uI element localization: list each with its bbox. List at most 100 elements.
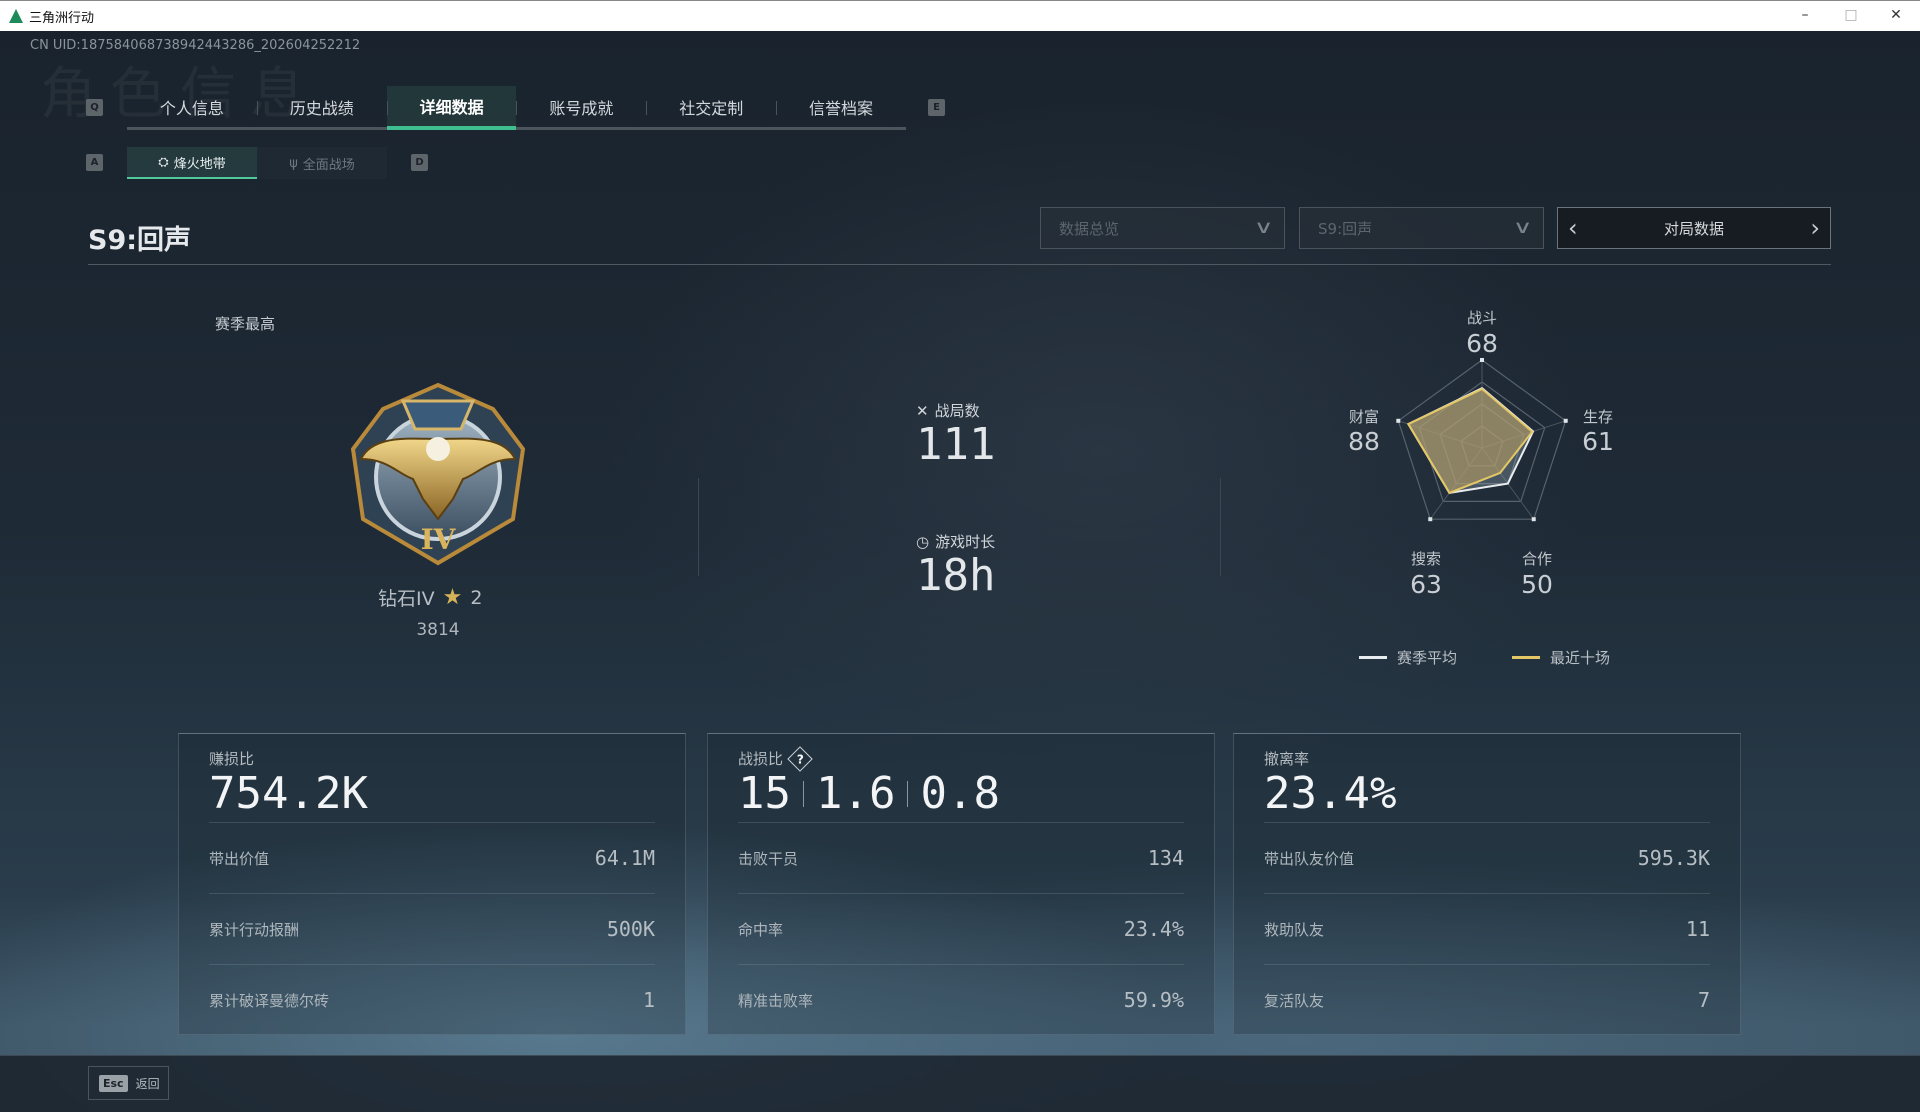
card-label-text: 赚损比 bbox=[209, 750, 255, 768]
season-title: S9:回声 bbox=[88, 225, 192, 256]
dropdown-value: 数据总览 bbox=[1059, 219, 1120, 238]
page-watermark: 角色信息 bbox=[40, 62, 320, 127]
rank-name: 钻石IV bbox=[378, 588, 435, 610]
battlefield-icon: ψ bbox=[289, 155, 298, 171]
tab-social[interactable]: 社交定制 bbox=[646, 86, 776, 127]
stat-value: 1 bbox=[642, 988, 655, 1012]
radar-value-label: 88 bbox=[1348, 427, 1380, 456]
playtime-value: 18h bbox=[916, 550, 996, 601]
radar-value-label: 68 bbox=[1466, 329, 1498, 358]
star-icon: ★ bbox=[442, 585, 463, 610]
legend-swatch bbox=[1512, 656, 1540, 659]
radar-axis-label: 搜索 bbox=[1410, 550, 1441, 568]
card-label: 赚损比 bbox=[209, 748, 254, 769]
stat-value: 500K bbox=[606, 917, 655, 941]
radar-vertex-marker bbox=[1563, 418, 1568, 423]
mode-label: 全面战场 bbox=[302, 157, 355, 173]
esc-key-hint: Esc bbox=[99, 1074, 128, 1092]
legend-recent-ten: 最近十场 bbox=[1512, 647, 1610, 668]
clock-icon: ◷ bbox=[916, 532, 930, 551]
radar-value-label: 61 bbox=[1582, 427, 1614, 456]
tab-achievements[interactable]: 账号成就 bbox=[516, 86, 646, 127]
stat-label: 救助队友 bbox=[1264, 920, 1325, 939]
matches-label-text: 战局数 bbox=[934, 402, 980, 420]
key-hint-e[interactable]: E bbox=[928, 99, 945, 116]
key-hint-a[interactable]: A bbox=[86, 154, 103, 171]
stat-label: 命中率 bbox=[738, 920, 784, 939]
tab-detailed-data[interactable]: 详细数据 bbox=[386, 86, 517, 130]
radar-vertex-marker bbox=[1480, 358, 1484, 362]
bottom-bar: Esc 返回 bbox=[0, 1055, 1920, 1112]
chevron-left-icon[interactable]: ‹ bbox=[1568, 214, 1578, 242]
matches-label: ✕ 战局数 bbox=[916, 400, 980, 421]
separator bbox=[907, 780, 909, 807]
card-label: 战损比? bbox=[738, 745, 813, 772]
main-tabs: 个人信息 历史战绩 详细数据 账号成就 社交定制 信誉档案 bbox=[127, 86, 906, 130]
mode-label: 烽火地带 bbox=[173, 156, 226, 172]
match-data-label: 对局数据 bbox=[1663, 219, 1724, 238]
tab-credit[interactable]: 信誉档案 bbox=[776, 86, 906, 127]
rank-stars: 2 bbox=[470, 586, 483, 609]
profit-card: 赚损比 754.2K 带出价值 64.1M 累计行动报酬 500K 累计破译曼德尔砖… bbox=[178, 733, 686, 1035]
stat-label: 击败干员 bbox=[738, 849, 799, 868]
svg-text:IV: IV bbox=[421, 523, 457, 556]
legend-swatch bbox=[1359, 656, 1387, 659]
legend-season-average: 赛季平均 bbox=[1359, 647, 1457, 668]
radar-axis-label: 财富 bbox=[1348, 408, 1379, 426]
legend-label: 最近十场 bbox=[1550, 649, 1611, 667]
crossed-swords-icon: ✕ bbox=[916, 401, 929, 420]
back-label: 返回 bbox=[135, 1076, 160, 1091]
tab-personal-info[interactable]: 个人信息 bbox=[159, 98, 224, 118]
playtime-label: ◷ 游戏时长 bbox=[916, 531, 995, 552]
separator bbox=[802, 780, 804, 807]
radar-vertex-marker bbox=[1396, 418, 1401, 423]
divider bbox=[698, 478, 699, 576]
category-dropdown[interactable]: 数据总览 ∨ bbox=[1040, 207, 1285, 249]
radar-axis-label: 生存 bbox=[1582, 408, 1613, 426]
playtime-label-text: 游戏时长 bbox=[935, 533, 996, 551]
stat-row: 救助队友 11 bbox=[1264, 893, 1710, 964]
app-logo-icon bbox=[9, 9, 23, 23]
radar-vertex-marker bbox=[1531, 517, 1536, 522]
dropdown-value: S9:回声 bbox=[1318, 219, 1373, 238]
chevron-down-icon: ∨ bbox=[1253, 217, 1274, 238]
stat-label: 累计行动报酬 bbox=[209, 920, 300, 939]
season-dropdown[interactable]: S9:回声 ∨ bbox=[1299, 207, 1544, 249]
key-hint-d[interactable]: D bbox=[411, 154, 428, 171]
kd-card: 战损比? 15 1.6 0.8 击败干员 134 命中率 23.4% 精准击败率 59.9… bbox=[707, 733, 1215, 1035]
rank-info: 钻石IV ★ 2 bbox=[378, 584, 482, 611]
stat-value: 59.9% bbox=[1123, 988, 1184, 1012]
profit-ratio-value: 754.2K bbox=[209, 768, 368, 819]
radar-axis-label: 战斗 bbox=[1466, 309, 1497, 327]
back-button[interactable]: Esc 返回 bbox=[88, 1066, 169, 1100]
minimize-button[interactable]: – bbox=[1801, 7, 1809, 23]
card-label-text: 战损比 bbox=[738, 750, 784, 768]
rank-score: 3814 bbox=[416, 620, 460, 640]
match-data-selector[interactable]: ‹ 对局数据 › bbox=[1557, 207, 1831, 249]
extraction-card: 撤离率 23.4% 带出队友价值 595.3K 救助队友 11 复活队友 7 bbox=[1233, 733, 1741, 1035]
card-label: 撤离率 bbox=[1264, 748, 1309, 769]
card-big-value: 15 1.6 0.8 bbox=[738, 768, 1000, 819]
radar-series-recent-ten bbox=[1406, 387, 1534, 495]
tab-history[interactable]: 历史战绩 bbox=[256, 86, 387, 127]
stat-label: 复活队友 bbox=[1264, 991, 1325, 1010]
close-button[interactable]: ✕ bbox=[1890, 7, 1902, 23]
stat-row: 累计破译曼德尔砖 1 bbox=[209, 964, 655, 1035]
matches-value: 111 bbox=[916, 419, 996, 470]
key-hint-q[interactable]: Q bbox=[86, 99, 103, 116]
kd-value: 15 bbox=[738, 768, 791, 819]
stat-value: 11 bbox=[1685, 917, 1710, 941]
raid-icon: ⛭ bbox=[158, 154, 169, 170]
stat-row: 累计行动报酬 500K bbox=[209, 893, 655, 964]
stat-label: 带出队友价值 bbox=[1264, 849, 1355, 868]
chevron-right-icon[interactable]: › bbox=[1810, 214, 1820, 242]
mode-tab-battlefield[interactable]: ψ 全面战场 bbox=[257, 147, 387, 179]
kd-value: 1.6 bbox=[815, 768, 896, 819]
window-titlebar: 三角洲行动 – □ ✕ bbox=[0, 0, 1920, 31]
maximize-button[interactable]: □ bbox=[1844, 7, 1858, 23]
radar-value-label: 63 bbox=[1410, 570, 1442, 599]
card-big-value: 23.4% bbox=[1264, 768, 1396, 819]
stat-label: 累计破译曼德尔砖 bbox=[209, 991, 330, 1010]
mode-tab-raid[interactable]: ⛭ 烽火地带 bbox=[127, 147, 257, 179]
divider bbox=[88, 264, 1831, 265]
